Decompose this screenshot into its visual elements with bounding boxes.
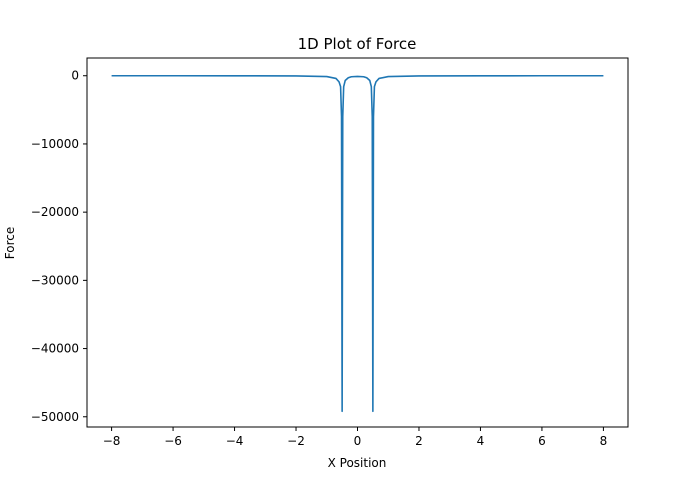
y-axis-label: Force (3, 227, 17, 259)
plot-area (111, 74, 604, 413)
x-axis-label: X Position (328, 456, 387, 470)
y-tick-label: −30000 (31, 273, 79, 287)
x-tick-label: −4 (226, 434, 244, 448)
x-tick-label: −2 (287, 434, 305, 448)
x-tick-label: 6 (538, 434, 546, 448)
chart-title: 1D Plot of Force (298, 35, 417, 53)
x-tick-label: −8 (103, 434, 121, 448)
x-tick-label: −6 (164, 434, 182, 448)
x-tick-label: 0 (354, 434, 362, 448)
series-line-0 (111, 74, 604, 413)
x-tick-label: 8 (600, 434, 608, 448)
y-tick-label: −40000 (31, 342, 79, 356)
x-tick-label: 2 (415, 434, 423, 448)
y-tick-label: 0 (71, 69, 79, 83)
y-tick-label: −50000 (31, 410, 79, 424)
y-tick-label: −20000 (31, 205, 79, 219)
y-axis-ticks: 0 −10000 −20000 −30000 −40000 −50000 (31, 69, 87, 424)
y-tick-label: −10000 (31, 137, 79, 151)
x-axis-ticks: −8 −6 −4 −2 0 2 4 6 8 (103, 427, 607, 448)
x-tick-label: 4 (477, 434, 485, 448)
